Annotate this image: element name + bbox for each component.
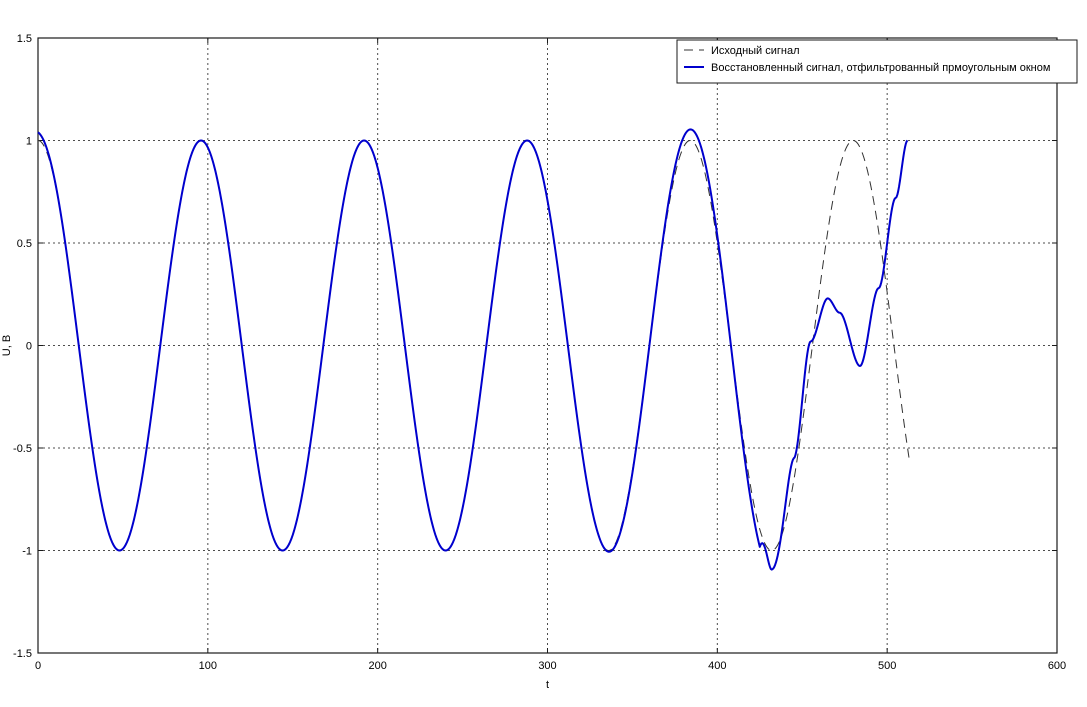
y-tick-label: 1 bbox=[26, 136, 32, 148]
legend-label-1: Исходный сигнал bbox=[711, 45, 800, 57]
x-axis-label: t bbox=[546, 679, 549, 691]
y-tick-label: 0.5 bbox=[17, 238, 32, 250]
x-tick-label: 400 bbox=[708, 660, 726, 672]
legend-label-2: Восстановленный сигнал, отфильтрованный … bbox=[711, 62, 1050, 74]
x-tick-label: 0 bbox=[35, 660, 41, 672]
legend: Исходный сигнал Восстановленный сигнал, о… bbox=[676, 39, 1078, 84]
y-tick-label: 1.5 bbox=[17, 33, 32, 45]
y-tick-label: -0.5 bbox=[13, 443, 32, 455]
x-tick-label: 300 bbox=[538, 660, 556, 672]
y-tick-label: 0 bbox=[26, 341, 32, 353]
y-tick-label: -1.5 bbox=[13, 648, 32, 660]
series-reconstructed-signal bbox=[37, 128, 909, 571]
legend-box bbox=[676, 39, 1078, 84]
x-tick-label: 600 bbox=[1048, 660, 1066, 672]
x-tick-label: 100 bbox=[199, 660, 217, 672]
y-axis-label: U, В bbox=[1, 335, 13, 356]
y-tick-label: -1 bbox=[22, 546, 32, 558]
x-tick-label: 200 bbox=[368, 660, 386, 672]
x-tick-label: 500 bbox=[878, 660, 896, 672]
